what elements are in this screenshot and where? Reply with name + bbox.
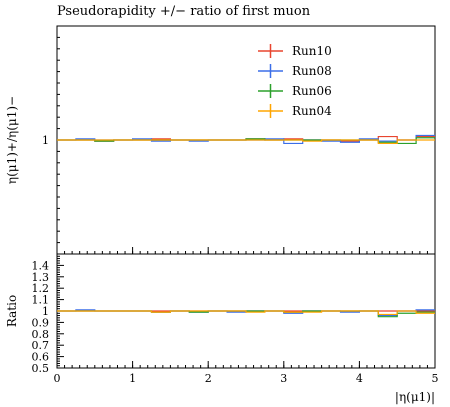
- legend-label: Run08: [292, 64, 332, 78]
- ratio-ticks: 1.41.31.21.110.90.80.70.60.5: [32, 253, 64, 375]
- ratio-series: [57, 309, 435, 318]
- ratio-line-run04: [57, 310, 435, 316]
- main-series: [57, 134, 435, 145]
- ratio-y-axis-label: Ratio: [5, 295, 19, 327]
- x-axis-label: |η(μ1)|: [395, 390, 435, 404]
- ratio-y-tick-label: 1: [42, 305, 49, 318]
- ratio-y-tick-label: 0.8: [32, 328, 50, 341]
- ratio-y-tick-label: 0.9: [32, 316, 50, 329]
- x-tick-label: 0: [54, 372, 61, 385]
- x-tick-label: 3: [280, 372, 287, 385]
- ratio-y-tick-label: 0.6: [32, 351, 50, 364]
- ratio-y-tick-label: 1.2: [32, 282, 50, 295]
- legend-label: Run10: [292, 44, 332, 58]
- legend-label: Run06: [292, 84, 332, 98]
- chart-title: Pseudorapidity +/− ratio of first muon: [57, 4, 311, 19]
- ratio-y-tick-label: 1.4: [32, 259, 50, 272]
- ratio-y-tick-label: 1.3: [32, 271, 50, 284]
- x-tick-label: 2: [205, 372, 212, 385]
- series-line-run04: [57, 139, 435, 145]
- ratio-y-tick-label: 0.7: [32, 339, 50, 352]
- x-tick-label: 5: [432, 372, 439, 385]
- legend: Run10 Run08 Run06 Run04: [258, 44, 332, 118]
- ratio-y-tick-label: 0.5: [32, 362, 50, 375]
- x-tick-label: 4: [356, 372, 363, 385]
- y-tick-label: 1: [42, 134, 49, 147]
- y-axis-label: η(μ1)+/η(μ1)−: [5, 96, 19, 184]
- x-ticks: 0 1 2 3 4 5: [54, 247, 439, 385]
- legend-label: Run04: [292, 104, 332, 118]
- ratio-y-tick-label: 1.1: [32, 294, 50, 307]
- x-tick-label: 1: [129, 372, 136, 385]
